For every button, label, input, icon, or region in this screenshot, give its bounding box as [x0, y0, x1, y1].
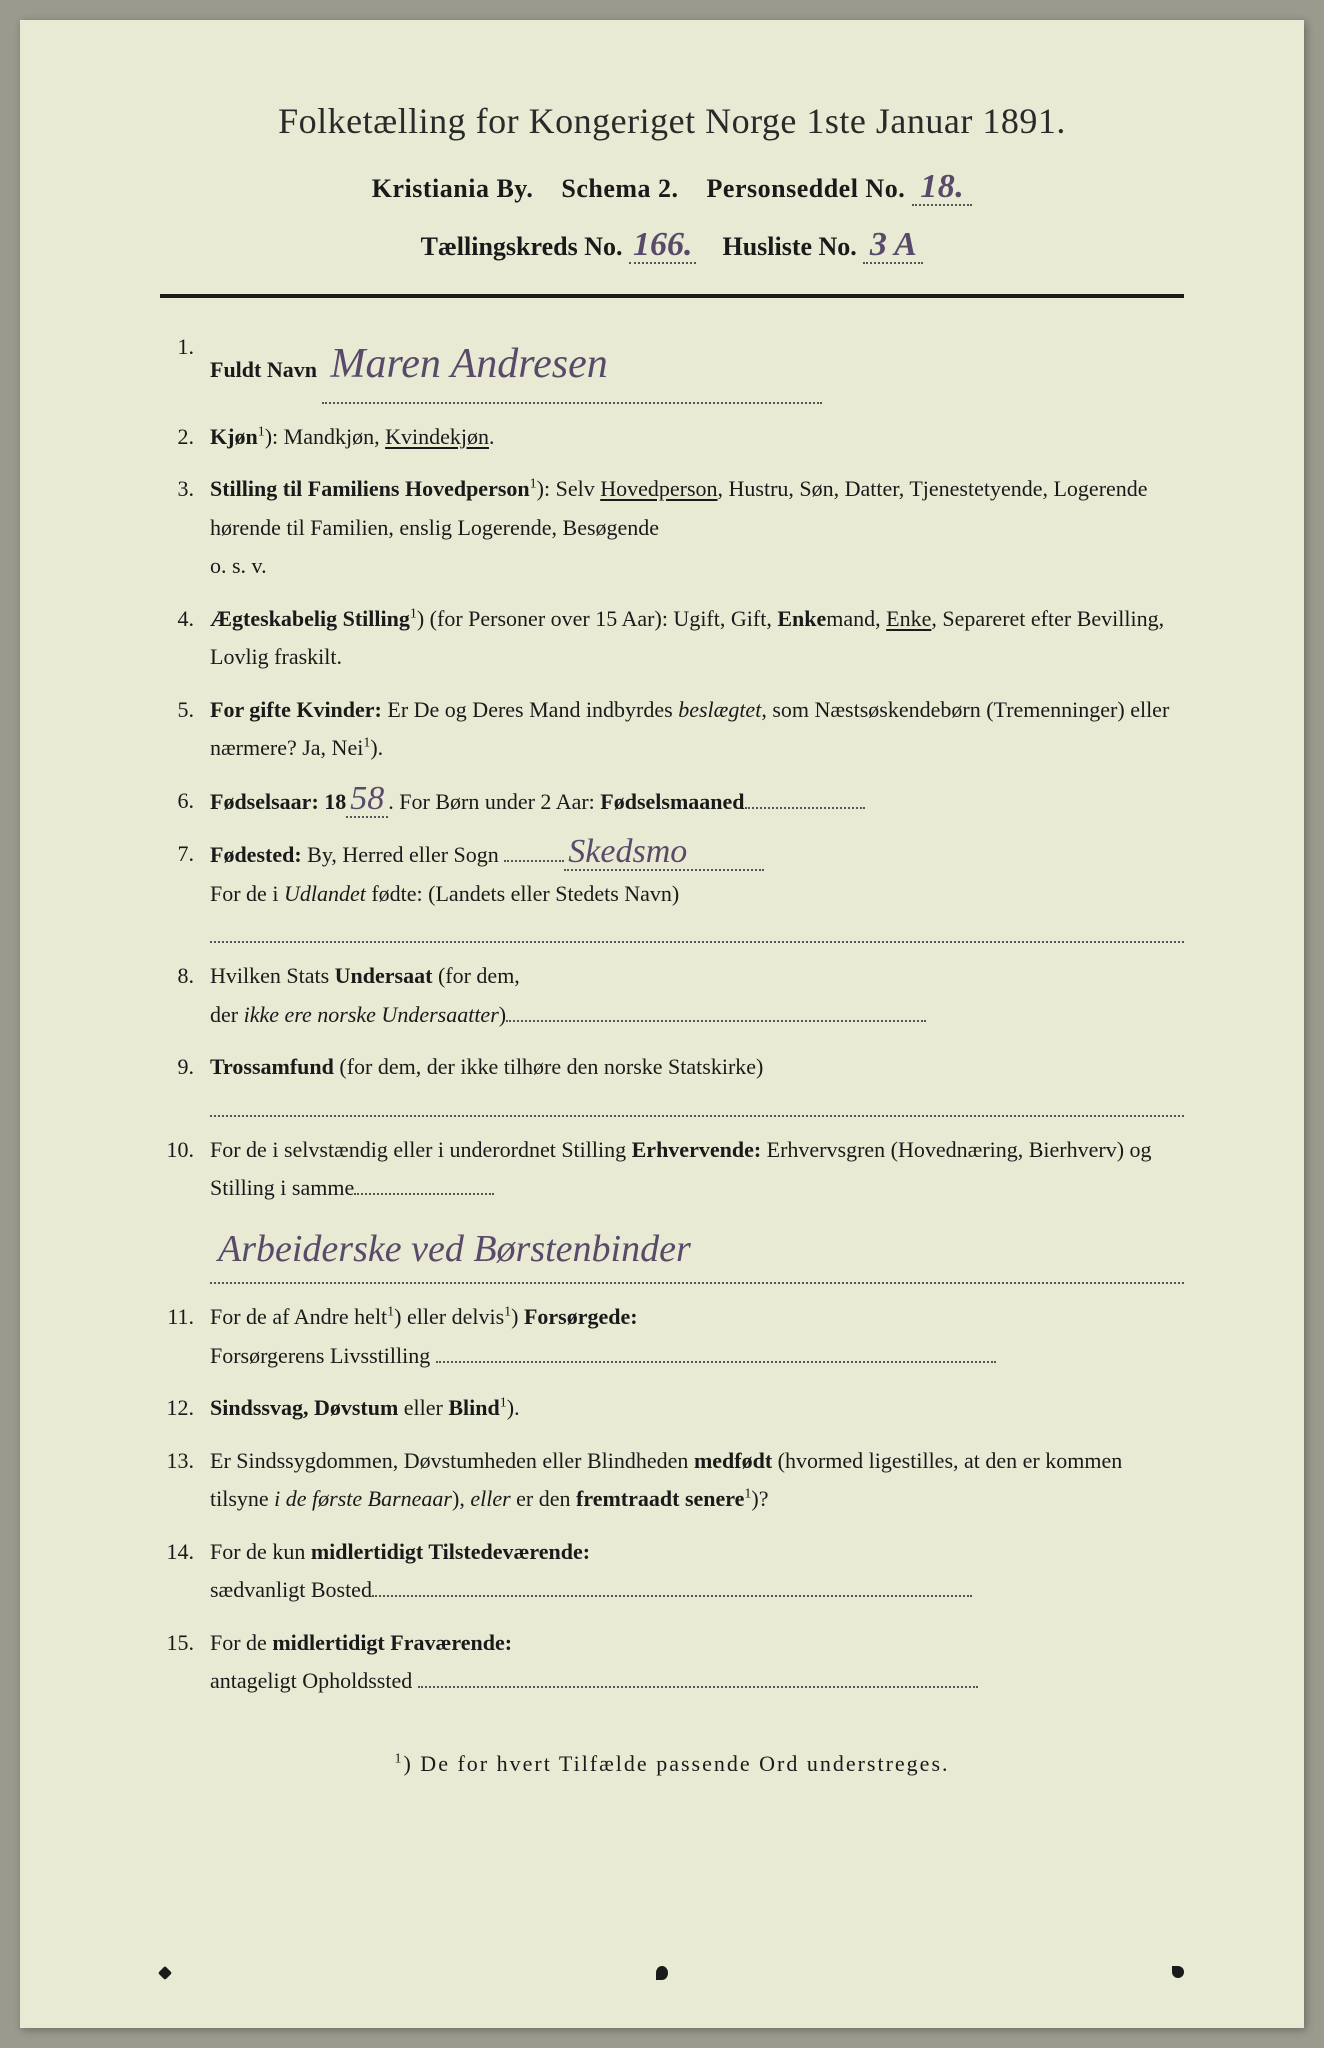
item-13: 13. Er Sindssygdommen, Døvstumheden elle… [160, 1442, 1184, 1519]
num-13: 13. [160, 1442, 210, 1519]
item-7: 7. Fødested: By, Herred eller Sogn Skeds… [160, 835, 1184, 943]
item-9: 9. Trossamfund (for dem, der ikke tilhør… [160, 1048, 1184, 1117]
schema: Schema 2. [561, 174, 678, 203]
label-name: Fuldt Navn [210, 357, 317, 382]
item-15: 15. For de midlertidigt Fraværende: anta… [160, 1624, 1184, 1701]
num-9: 9. [160, 1048, 210, 1117]
num-14: 14. [160, 1533, 210, 1610]
husliste-label: Husliste No. [722, 232, 856, 261]
num-6: 6. [160, 782, 210, 822]
num-1: 1. [160, 328, 210, 404]
osv: o. s. v. [210, 547, 1184, 586]
personseddel-label: Personseddel No. [707, 174, 906, 203]
subtitle-line-1: Kristiania By. Schema 2. Personseddel No… [160, 170, 1184, 206]
selected-enke: Enke [886, 606, 931, 631]
label-position: Stilling til Familiens Hovedperson [210, 476, 530, 501]
label-disability: Sindssvag, Døvstum [210, 1395, 398, 1420]
item-8: 8. Hvilken Stats Undersaat (for dem, der… [160, 957, 1184, 1034]
label-married-women: For gifte Kvinder: [210, 697, 382, 722]
birthmonth-blank [745, 789, 865, 809]
personseddel-no: 18. [912, 170, 972, 206]
provider-blank [436, 1343, 996, 1363]
num-11: 11. [160, 1298, 210, 1375]
item-5: 5. For gifte Kvinder: Er De og Deres Man… [160, 691, 1184, 768]
divider [160, 294, 1184, 298]
city: Kristiania By. [372, 174, 534, 203]
num-8: 8. [160, 957, 210, 1034]
handwritten-year: 58 [346, 782, 388, 818]
whereabouts-blank [418, 1668, 978, 1688]
handwritten-place: Skedsmo [564, 835, 764, 871]
kreds-no: 166. [629, 228, 697, 264]
label-birthplace: Fødested: [210, 842, 302, 867]
handwritten-occupation: Arbeiderske ved Børstenbinder [210, 1216, 1184, 1285]
item-1: 1. Fuldt Navn Maren Andresen [160, 328, 1184, 404]
num-5: 5. [160, 691, 210, 768]
kreds-label: Tællingskreds No. [421, 232, 623, 261]
num-7: 7. [160, 835, 210, 943]
nationality-blank [506, 1002, 926, 1022]
num-4: 4. [160, 600, 210, 677]
footnote: 1) De for hvert Tilfælde passende Ord un… [160, 1751, 1184, 1777]
label-marital: Ægteskabelig Stilling [210, 606, 410, 631]
punch-hole-left [158, 1966, 172, 1980]
residence-blank [372, 1577, 972, 1597]
husliste-no: 3 A [863, 228, 923, 264]
label-sex: Kjøn [210, 424, 258, 449]
item-3: 3. Stilling til Familiens Hovedperson1):… [160, 470, 1184, 586]
subtitle-line-2: Tællingskreds No. 166. Husliste No. 3 A [160, 228, 1184, 264]
selected-hovedperson: Hovedperson [600, 476, 717, 501]
num-3: 3. [160, 470, 210, 586]
num-12: 12. [160, 1389, 210, 1428]
item-12: 12. Sindssvag, Døvstum eller Blind1). [160, 1389, 1184, 1428]
num-2: 2. [160, 418, 210, 457]
num-15: 15. [160, 1624, 210, 1701]
religion-blank [210, 1093, 1184, 1117]
main-title: Folketælling for Kongeriget Norge 1ste J… [160, 100, 1184, 142]
punch-hole-right [1172, 1966, 1184, 1978]
census-form-page: Folketælling for Kongeriget Norge 1ste J… [20, 20, 1304, 2028]
item-11: 11. For de af Andre helt1) eller delvis1… [160, 1298, 1184, 1375]
item-6: 6. Fødselsaar: 1858. For Børn under 2 Aa… [160, 782, 1184, 822]
selected-kvindekjon: Kvindekjøn [385, 424, 489, 449]
label-birthyear: Fødselsaar: 18 [210, 789, 346, 814]
num-10: 10. [160, 1131, 210, 1285]
label-religion: Trossamfund [210, 1054, 334, 1079]
item-10: 10. For de i selvstændig eller i underor… [160, 1131, 1184, 1285]
item-14: 14. For de kun midlertidigt Tilstedevære… [160, 1533, 1184, 1610]
foreign-blank [210, 919, 1184, 943]
item-4: 4. Ægteskabelig Stilling1) (for Personer… [160, 600, 1184, 677]
punch-hole-center [656, 1966, 668, 1980]
handwritten-name: Maren Andresen [322, 328, 822, 404]
item-2: 2. Kjøn1): Mandkjøn, Kvindekjøn. [160, 418, 1184, 457]
